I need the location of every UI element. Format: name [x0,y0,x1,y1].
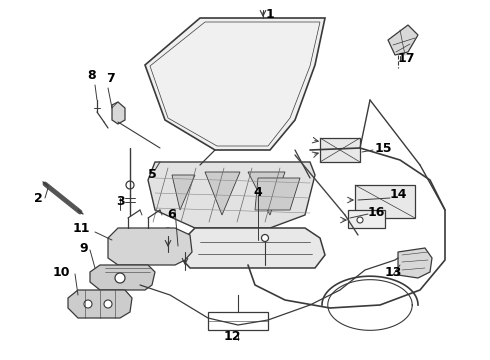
Polygon shape [145,18,325,150]
Text: 16: 16 [368,206,385,219]
Polygon shape [355,185,415,218]
Text: 15: 15 [375,141,392,154]
Text: 10: 10 [52,266,70,279]
Polygon shape [388,25,418,55]
Polygon shape [90,265,155,290]
Polygon shape [68,290,132,318]
Text: 7: 7 [106,72,114,85]
Polygon shape [178,228,325,268]
Polygon shape [148,162,315,228]
Text: 4: 4 [254,185,262,198]
Polygon shape [320,138,360,162]
Circle shape [84,300,92,308]
Circle shape [181,244,189,252]
Text: 17: 17 [398,51,416,64]
Polygon shape [248,172,285,215]
Text: 1: 1 [266,8,274,21]
Circle shape [262,234,269,242]
Text: 2: 2 [34,192,42,204]
Polygon shape [255,178,300,210]
Text: 11: 11 [73,221,90,234]
Circle shape [126,181,134,189]
Polygon shape [205,172,240,215]
Text: 8: 8 [88,69,97,82]
Circle shape [164,228,172,236]
Polygon shape [172,175,195,210]
Polygon shape [108,228,192,265]
Polygon shape [112,102,125,124]
Text: 3: 3 [116,195,124,208]
Text: 12: 12 [223,330,241,343]
Polygon shape [208,312,268,330]
Circle shape [357,217,363,223]
Circle shape [115,273,125,283]
Text: 5: 5 [147,168,156,181]
Text: 13: 13 [385,266,402,279]
Text: 6: 6 [168,208,176,221]
Polygon shape [348,210,385,228]
Text: 9: 9 [79,242,88,255]
Polygon shape [398,248,432,278]
Text: 14: 14 [390,189,408,202]
Circle shape [104,300,112,308]
